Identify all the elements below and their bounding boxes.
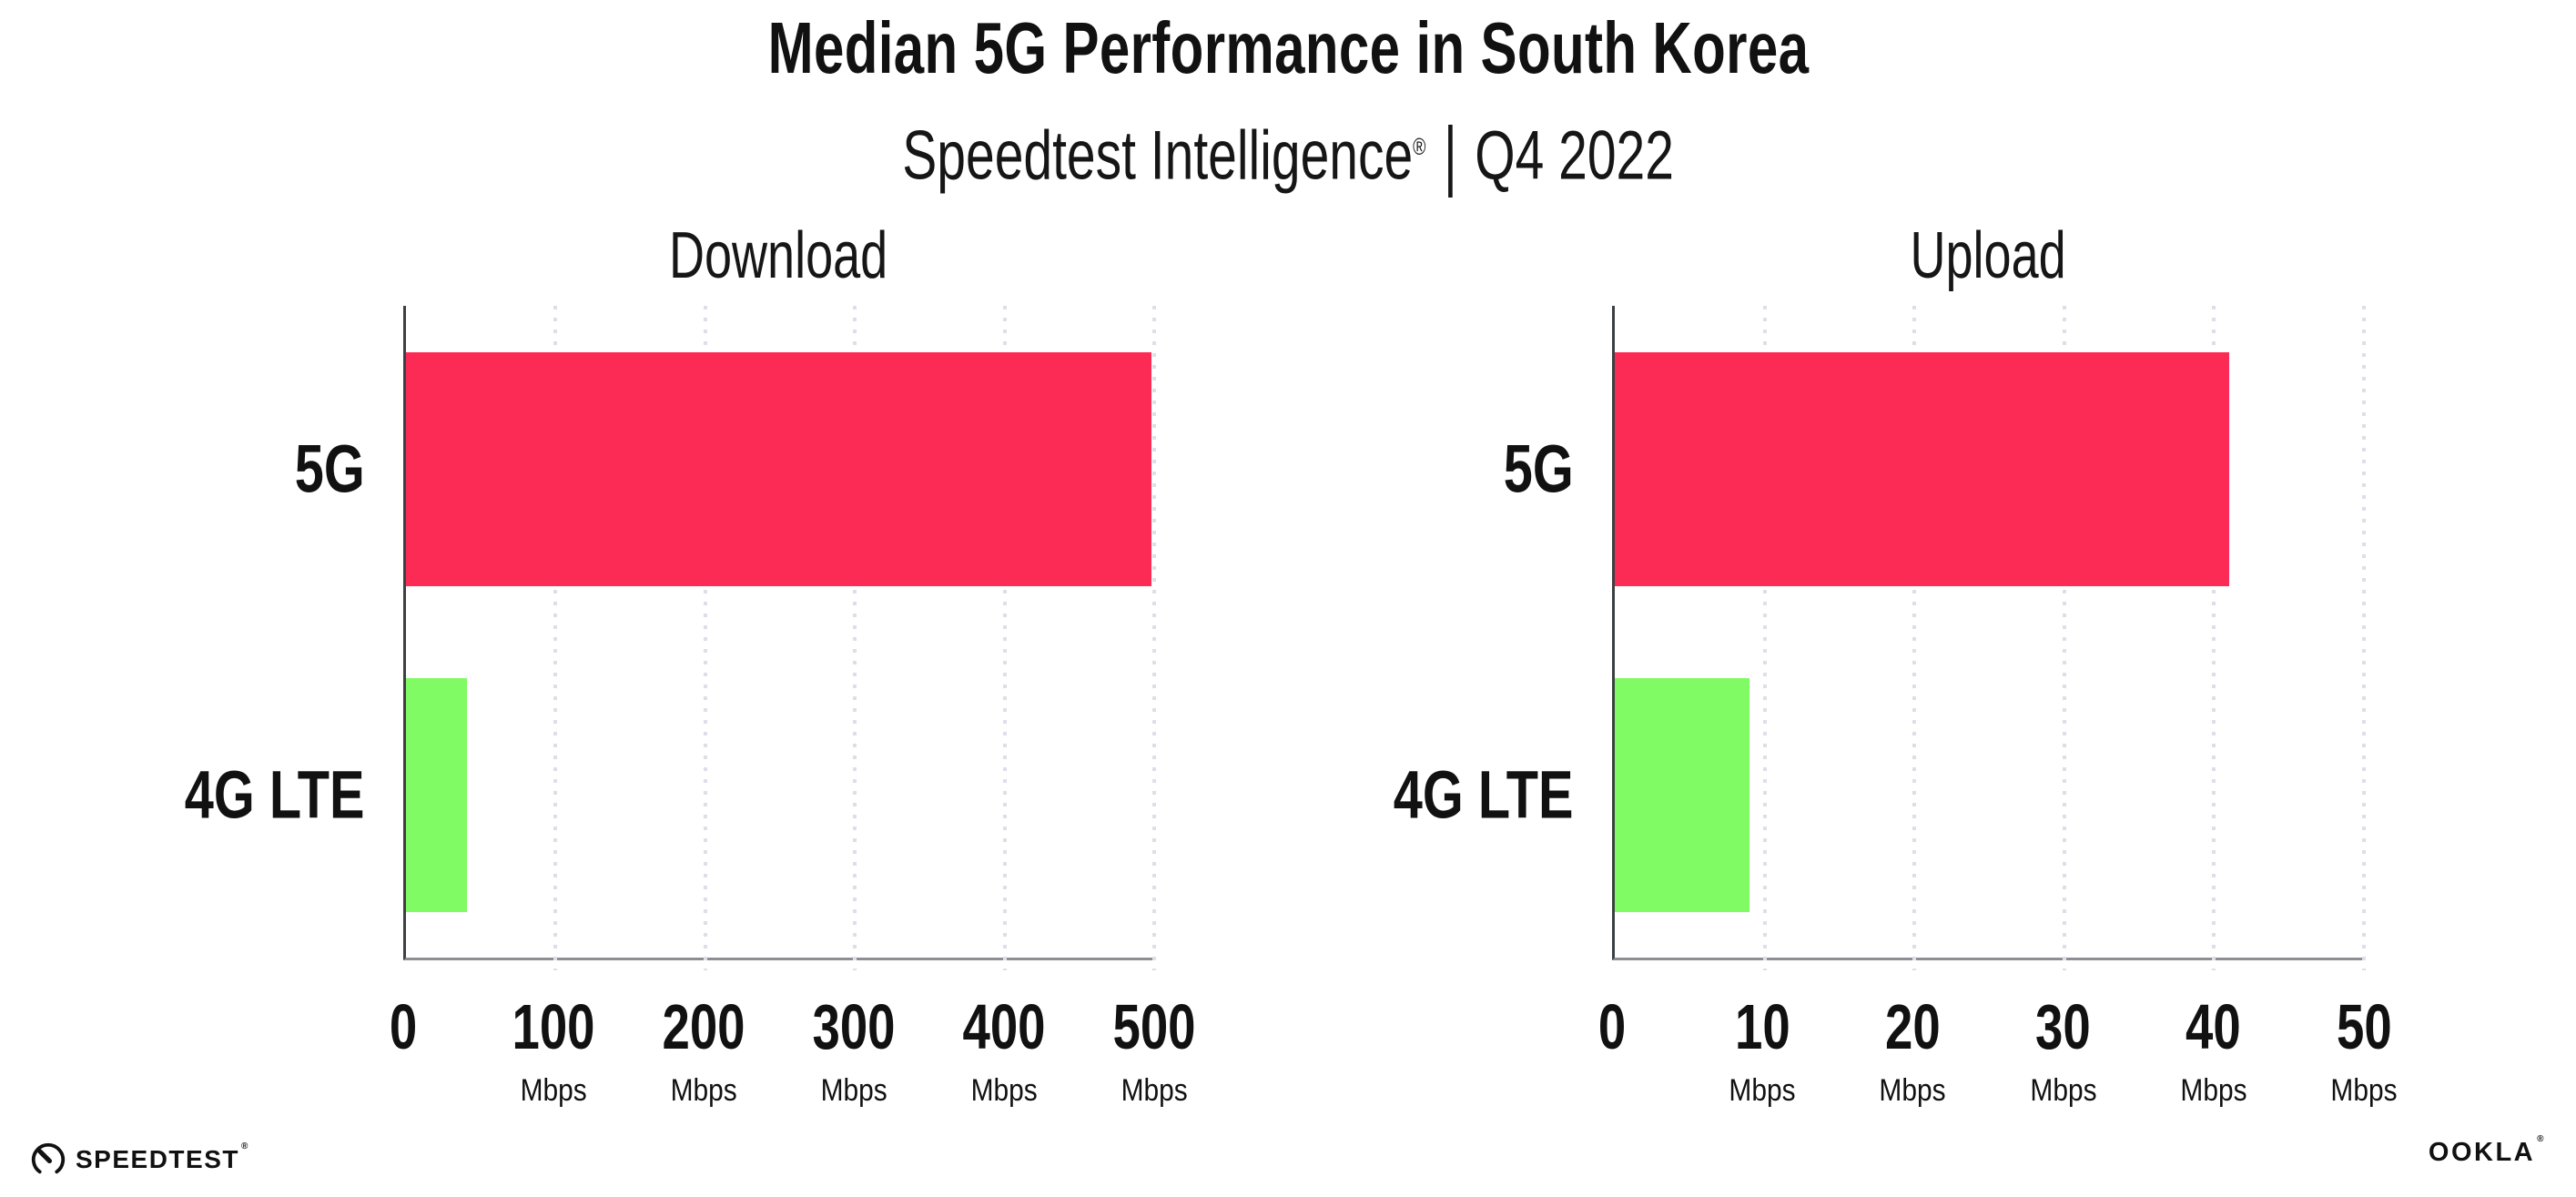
x-tick-unit: Mbps	[2330, 1073, 2398, 1108]
x-tick-label: 500 Mbps	[1101, 994, 1208, 1109]
x-tick-label: 50 Mbps	[2326, 994, 2401, 1109]
page-title-text: Median 5G Performance in South Korea	[767, 7, 1809, 88]
speedtest-gauge-icon	[31, 1142, 66, 1174]
x-tick-unit: Mbps	[2030, 1073, 2097, 1108]
gridline	[2212, 306, 2216, 970]
x-tick-value: 500	[1112, 991, 1196, 1062]
chart-download: Download 5G 4G LTE 0 100 Mbps 200 Mbps 300 Mbp…	[185, 218, 1196, 1138]
x-tick-label: 300 Mbps	[801, 994, 908, 1109]
x-tick-value: 20	[1885, 991, 1941, 1062]
speedtest-logo: SPEEDTEST ®	[29, 1141, 249, 1179]
x-tick-value: 50	[2336, 991, 2392, 1062]
x-tick-value: 300	[812, 991, 896, 1062]
bar-5g	[1615, 351, 2229, 586]
gridline	[553, 306, 558, 970]
gridline	[703, 306, 707, 970]
subtitle-separator: |	[1443, 112, 1457, 199]
x-tick-label: 10 Mbps	[1725, 994, 1800, 1109]
gridline	[1152, 306, 1156, 970]
x-tick-unit: Mbps	[1879, 1073, 1946, 1108]
x-tick-value: 40	[2186, 991, 2242, 1062]
x-tick-label: 400 Mbps	[951, 994, 1058, 1109]
x-tick-label: 20 Mbps	[1875, 994, 1951, 1109]
x-tick-label: 40 Mbps	[2175, 994, 2251, 1109]
subtitle-brand: Speedtest Intelligence	[902, 117, 1414, 195]
registered-mark: ®	[2537, 1134, 2546, 1144]
x-tick-unit: Mbps	[970, 1073, 1038, 1108]
x-tick-unit: Mbps	[670, 1073, 737, 1108]
x-tick-label: 200 Mbps	[651, 994, 757, 1109]
gridline	[853, 306, 857, 970]
x-tick-unit: Mbps	[2180, 1073, 2247, 1108]
x-tick-label: 0	[386, 994, 421, 1060]
gridline	[1002, 306, 1007, 970]
page-subtitle-text: Speedtest Intelligence® | Q4 2022	[902, 109, 1674, 198]
x-tick-value: 400	[962, 991, 1046, 1062]
category-label-4g-lte: 4G LTE	[185, 756, 365, 833]
bar-4g-lte	[1615, 677, 1750, 912]
subtitle-period: Q4 2022	[1475, 117, 1674, 195]
chart-title: Upload	[1612, 218, 2364, 293]
plot-area	[1612, 306, 2366, 970]
x-tick-unit: Mbps	[520, 1073, 587, 1108]
page-header: Median 5G Performance in South Korea Spe…	[0, 7, 2576, 198]
bar-4g-lte	[406, 677, 468, 912]
x-tick-label: 100 Mbps	[501, 994, 607, 1109]
x-tick-unit: Mbps	[1121, 1073, 1188, 1108]
gridline	[1912, 306, 1917, 970]
registered-mark: ®	[1413, 135, 1426, 160]
ookla-logo-text: OOKLA	[2428, 1138, 2536, 1167]
page-subtitle: Speedtest Intelligence® | Q4 2022	[0, 109, 2576, 198]
x-tick-label: 0	[1595, 994, 1630, 1060]
ookla-logo: OOKLA ®	[2428, 1134, 2546, 1168]
x-tick-value: 10	[1734, 991, 1790, 1062]
page-title: Median 5G Performance in South Korea	[0, 7, 2576, 89]
chart-title-text: Download	[669, 219, 888, 292]
chart-title: Download	[403, 218, 1154, 293]
x-tick-value: 30	[2035, 991, 2091, 1062]
category-label-4g-lte: 4G LTE	[1394, 756, 1574, 833]
x-tick-value: 0	[389, 991, 418, 1062]
x-tick-value: 200	[662, 991, 745, 1062]
gridline	[1762, 306, 1767, 970]
category-label-5g: 5G	[294, 431, 365, 507]
x-axis-ticks: 0 10 Mbps 20 Mbps 30 Mbps 40 Mbps 50 Mbps	[1598, 994, 2398, 1121]
x-tick-label: 30 Mbps	[2025, 994, 2101, 1109]
chart-title-text: Upload	[1910, 219, 2066, 292]
x-axis-ticks: 0 100 Mbps 200 Mbps 300 Mbps 400 Mbps 500 Mbps	[390, 994, 1196, 1121]
x-tick-unit: Mbps	[1729, 1073, 1796, 1108]
bar-5g	[406, 351, 1151, 586]
plot-area	[403, 306, 1156, 970]
category-label-5g: 5G	[1503, 431, 1574, 507]
gridline	[2362, 306, 2366, 970]
x-tick-value: 0	[1597, 991, 1627, 1062]
x-tick-unit: Mbps	[820, 1073, 887, 1108]
registered-mark: ®	[240, 1141, 249, 1151]
chart-upload: Upload 5G 4G LTE 0 10 Mbps 20 Mbps 30 Mbps 40 Mb…	[1394, 218, 2398, 1138]
speedtest-logo-text: SPEEDTEST ®	[76, 1141, 249, 1173]
gridline	[2062, 306, 2066, 970]
x-tick-value: 100	[512, 991, 595, 1062]
